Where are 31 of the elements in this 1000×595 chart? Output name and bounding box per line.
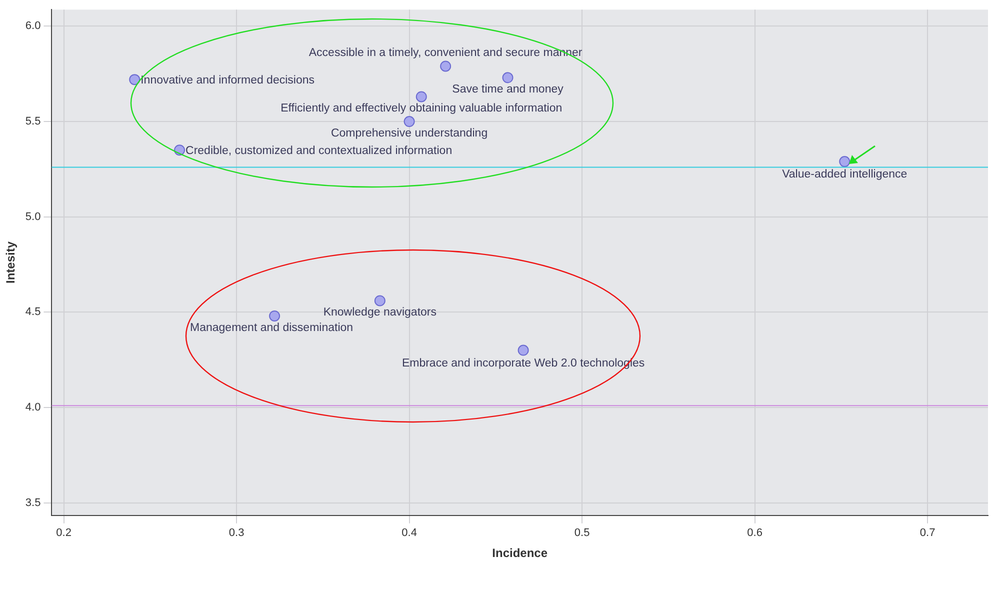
point bbox=[269, 310, 280, 322]
point bbox=[518, 344, 529, 356]
x-tick-label: 0.4 bbox=[402, 527, 417, 540]
data-label: Efficiently and effectively obtaining valuable information bbox=[280, 102, 562, 115]
y-axis-title: Intesity bbox=[4, 241, 18, 284]
y-tick-label: 3.5 bbox=[25, 496, 41, 509]
point bbox=[416, 91, 427, 102]
point bbox=[839, 156, 850, 168]
data-label: Management and dissemination bbox=[190, 322, 354, 334]
point bbox=[374, 295, 386, 306]
x-tick-label: 0.7 bbox=[920, 527, 936, 540]
y-tick-label: 5.0 bbox=[25, 210, 41, 223]
data-label: Save time and money bbox=[452, 84, 564, 96]
x-tick-label: 0.2 bbox=[56, 527, 72, 540]
x-tick-label: 0.5 bbox=[574, 527, 590, 540]
y-tick-label: 4.5 bbox=[25, 306, 41, 318]
x-tick-label: 0.3 bbox=[228, 527, 244, 540]
point bbox=[404, 116, 415, 128]
x-tick-label: 0.6 bbox=[747, 527, 762, 540]
y-tick-label: 5.5 bbox=[25, 116, 41, 128]
point bbox=[502, 72, 514, 84]
data-label: Innovative and informed decisions bbox=[140, 74, 315, 87]
data-label: Knowledge navigators bbox=[323, 306, 437, 319]
point bbox=[440, 60, 452, 72]
data-label: Credible, customized and contextualized information bbox=[186, 145, 452, 158]
y-tick-label: 4.0 bbox=[25, 402, 41, 414]
point bbox=[129, 74, 140, 86]
data-label: Value-added intelligence bbox=[782, 168, 908, 181]
x-axis-title: Incidence bbox=[492, 546, 548, 560]
data-label: Comprehensive understanding bbox=[330, 128, 488, 140]
y-tick-label: 6.0 bbox=[25, 20, 41, 32]
